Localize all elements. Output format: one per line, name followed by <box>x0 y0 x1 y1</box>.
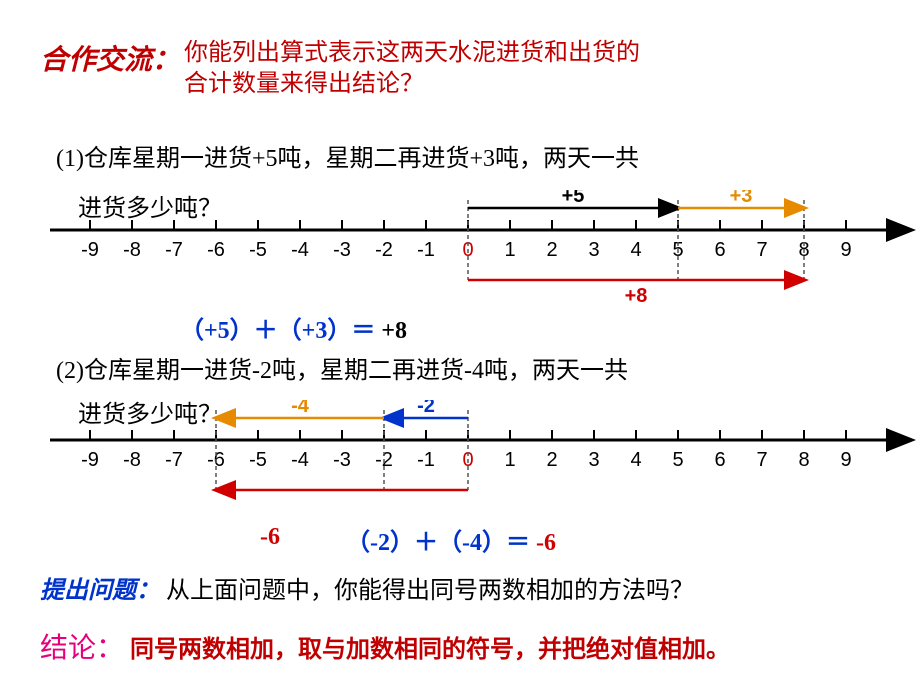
svg-text:1: 1 <box>504 239 515 261</box>
number-line-1: -9-8-7-6-5-4-3-2-10123456789+5+3+8 <box>30 190 920 310</box>
svg-text:6: 6 <box>714 239 725 261</box>
svg-text:-1: -1 <box>417 239 435 261</box>
svg-text:3: 3 <box>588 239 599 261</box>
svg-text:-8: -8 <box>123 239 141 261</box>
title-q-l1: 你能列出算式表示这两天水泥进货和出货的 <box>184 40 640 66</box>
eq2-rhs: -6 <box>536 530 556 556</box>
svg-text:-3: -3 <box>333 239 351 261</box>
svg-text:+5: +5 <box>562 190 585 207</box>
svg-text:7: 7 <box>756 449 767 471</box>
svg-text:-3: -3 <box>333 449 351 471</box>
svg-text:-9: -9 <box>81 449 99 471</box>
svg-text:6: 6 <box>714 449 725 471</box>
ask-label: 提出问题： <box>40 578 160 604</box>
svg-text:4: 4 <box>630 449 641 471</box>
svg-text:-8: -8 <box>123 449 141 471</box>
svg-text:-9: -9 <box>81 239 99 261</box>
svg-text:8: 8 <box>798 449 809 471</box>
svg-text:1: 1 <box>504 449 515 471</box>
svg-text:3: 3 <box>588 449 599 471</box>
conclusion-label: 结论： <box>40 633 124 664</box>
svg-text:-4: -4 <box>291 239 309 261</box>
svg-text:-2: -2 <box>417 400 435 417</box>
svg-text:-7: -7 <box>165 449 183 471</box>
title-row: 合作交流： 你能列出算式表示这两天水泥进货和出货的 合计数量来得出结论？ <box>40 38 640 100</box>
svg-text:-6: -6 <box>207 239 225 261</box>
eq2-lbl: -6 <box>260 524 280 550</box>
svg-text:9: 9 <box>840 449 851 471</box>
svg-text:-5: -5 <box>249 239 267 261</box>
title-q-l2: 合计数量来得出结论？ <box>184 71 424 97</box>
eq2-lhs: （-2）＋（-4）＝ <box>346 530 530 556</box>
title-label: 合作交流： <box>40 38 180 78</box>
svg-text:+3: +3 <box>730 190 753 207</box>
title-question: 你能列出算式表示这两天水泥进货和出货的 合计数量来得出结论？ <box>184 38 640 100</box>
equation-1: （+5）＋（+3）＝ +8 <box>180 310 407 345</box>
eq1-lhs: （+5）＋（+3）＝ <box>180 318 375 344</box>
equation-2: -6 （-2）＋（-4）＝ -6 <box>320 522 556 557</box>
ask-text: 从上面问题中，你能得出同号两数相加的方法吗？ <box>166 578 694 604</box>
svg-text:-4: -4 <box>291 400 310 417</box>
svg-text:-4: -4 <box>291 449 309 471</box>
eq1-rhs: +8 <box>381 318 407 344</box>
conclusion-text: 同号两数相加，取与加数相同的符号，并把绝对值相加。 <box>130 637 730 663</box>
svg-text:4: 4 <box>630 239 641 261</box>
svg-text:-5: -5 <box>249 449 267 471</box>
svg-text:-2: -2 <box>375 239 393 261</box>
svg-text:9: 9 <box>840 239 851 261</box>
svg-text:+8: +8 <box>625 285 648 307</box>
problem-1-line-1: (1)仓库星期一进货+5吨，星期二再进货+3吨，两天一共 <box>56 138 639 173</box>
svg-text:5: 5 <box>672 449 683 471</box>
svg-text:2: 2 <box>546 239 557 261</box>
conclusion-row: 结论： 同号两数相加，取与加数相同的符号，并把绝对值相加。 <box>40 626 730 666</box>
problem-2-line-1: (2)仓库星期一进货-2吨，星期二再进货-4吨，两天一共 <box>56 350 628 385</box>
number-line-2: -9-8-7-6-5-4-3-2-10123456789-2-4 <box>30 400 920 520</box>
svg-text:-1: -1 <box>417 449 435 471</box>
svg-text:7: 7 <box>756 239 767 261</box>
svg-text:2: 2 <box>546 449 557 471</box>
svg-text:-7: -7 <box>165 239 183 261</box>
ask-row: 提出问题： 从上面问题中，你能得出同号两数相加的方法吗？ <box>40 570 694 605</box>
